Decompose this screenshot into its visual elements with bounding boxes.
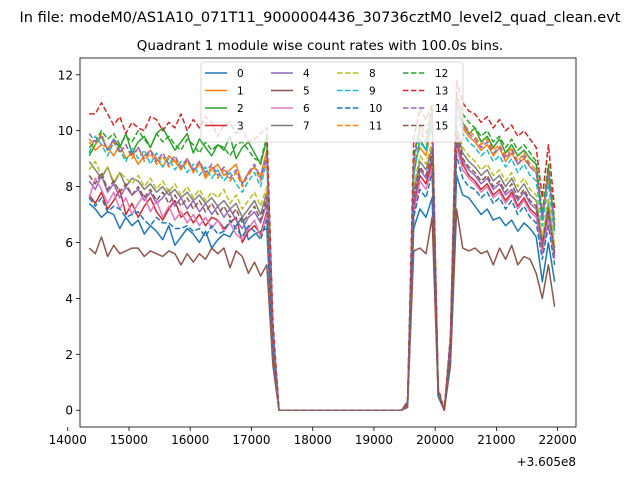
x-tick-label: 14000: [49, 433, 87, 447]
legend-label-14: 14: [435, 103, 449, 115]
legend-label-9: 9: [369, 86, 376, 98]
y-tick-label: 12: [58, 68, 73, 82]
plot-area: 14000 15000 16000 17000 18000 19000 20000 21000…: [49, 57, 577, 447]
x-offset-label: +3.605e8: [517, 455, 576, 469]
chart-title: Quadrant 1 module wise count rates with …: [137, 38, 503, 54]
legend-label-11: 11: [369, 121, 382, 133]
x-tick-label: 16000: [171, 433, 209, 447]
legend-label-2: 2: [237, 103, 244, 115]
legend-label-13: 13: [435, 86, 448, 98]
legend-label-0: 0: [237, 68, 244, 80]
legend-label-5: 5: [303, 86, 310, 98]
series-line-15: [88, 132, 556, 411]
y-tick-label: 10: [58, 124, 73, 138]
legend-label-6: 6: [303, 103, 310, 115]
y-tick-label: 8: [65, 180, 73, 194]
x-tick-label: 22000: [539, 433, 577, 447]
y-tick-label: 2: [65, 348, 73, 362]
legend-label-1: 1: [237, 86, 244, 98]
x-tick-label: 15000: [110, 433, 148, 447]
legend-label-8: 8: [369, 68, 376, 80]
legend-label-3: 3: [237, 121, 244, 133]
legend-label-15: 15: [435, 121, 448, 133]
x-tick-label: 20000: [416, 433, 454, 447]
legend-label-4: 4: [303, 68, 310, 80]
y-tick-label: 6: [65, 236, 73, 250]
x-tick-label: 18000: [294, 433, 332, 447]
legend-label-7: 7: [303, 121, 310, 133]
x-tick-label: 17000: [232, 433, 270, 447]
series-line-14: [88, 101, 556, 411]
figure-suptitle: In file: modeM0/AS1A10_071T11_9000004436…: [20, 10, 621, 26]
axis-layer: 14000 15000 16000 17000 18000 19000 20000 21000…: [49, 68, 577, 447]
y-tick-label: 0: [65, 404, 73, 418]
y-tick-label: 4: [65, 292, 73, 306]
x-tick-label: 21000: [477, 433, 515, 447]
x-tick-label: 19000: [355, 433, 393, 447]
legend-label-12: 12: [435, 68, 448, 80]
legend-frame: [200, 61, 464, 143]
legend-label-10: 10: [369, 103, 382, 115]
series-layer: [88, 79, 556, 411]
